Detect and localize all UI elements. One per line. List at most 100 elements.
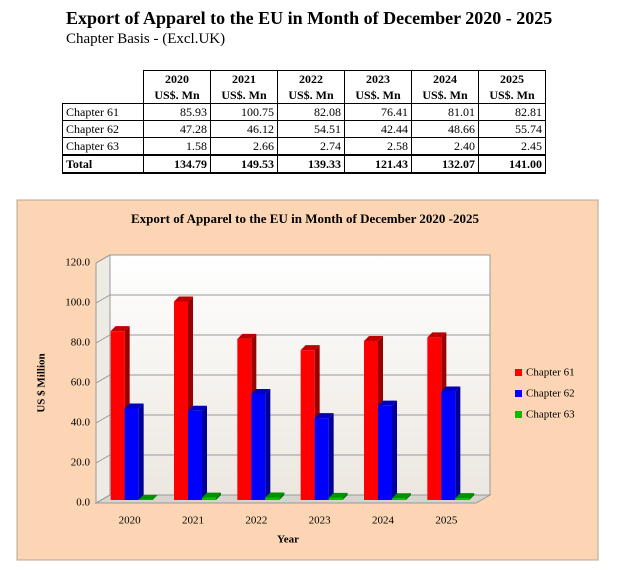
bar-top (300, 345, 320, 351)
bar (314, 418, 329, 500)
column-unit: US$. Mn (478, 87, 546, 104)
bar-side (406, 493, 411, 500)
column-header: 2020 (143, 70, 211, 87)
x-tick-label: 2020 (119, 515, 142, 527)
legend-swatch (515, 390, 522, 397)
y-tick-label: 60.0 (71, 377, 91, 389)
bar (110, 331, 125, 500)
table-cell: 149.53 (210, 154, 278, 174)
bar (441, 391, 456, 500)
bar-top (441, 386, 461, 392)
row-label: Chapter 62 (62, 120, 144, 138)
column-unit: US$. Mn (210, 87, 278, 104)
bar-top (202, 492, 221, 498)
bar-top (392, 493, 411, 499)
bar-side (202, 405, 207, 500)
data-table: 2020 2021 2022 2023 2024 2025 US$. Mn US$. Mn US… (62, 70, 546, 174)
bar-side (455, 386, 461, 500)
bar-top (314, 413, 334, 419)
grid-line (95, 334, 490, 344)
page-subtitle: Chapter Basis - (Excl.UK) (66, 31, 226, 47)
bar (427, 337, 442, 500)
x-tick-label: 2024 (372, 515, 395, 527)
bar (188, 410, 202, 500)
bar-top (188, 405, 207, 411)
table-cell: 139.33 (277, 154, 345, 174)
y-tick-label: 120.0 (65, 257, 90, 269)
table-cell: 46.12 (210, 120, 278, 138)
column-header: 2025 (478, 70, 546, 87)
bar-side (342, 492, 348, 500)
bar (124, 408, 139, 500)
table-cell: 134.79 (143, 154, 211, 174)
bar-top (455, 493, 475, 499)
bar (392, 498, 406, 500)
table-cell: 54.51 (277, 120, 345, 138)
table-cell: 55.74 (478, 120, 546, 138)
bar-top (237, 333, 257, 339)
bar (455, 498, 470, 500)
page-title: Export of Apparel to the EU in Month of … (66, 8, 553, 28)
legend-label: Chapter 63 (526, 409, 575, 421)
bar-top (427, 332, 447, 338)
table-row: 2020 2021 2022 2023 2024 2025 (62, 70, 546, 104)
table-cell: 48.66 (411, 120, 479, 138)
x-tick-label: 2023 (309, 515, 332, 527)
table-cell: 132.07 (411, 154, 479, 174)
legend-swatch (515, 411, 522, 418)
bar (202, 497, 216, 500)
table-cell: 141.00 (478, 154, 546, 174)
bar-top (364, 335, 383, 341)
bar (378, 405, 392, 500)
bar-side (216, 492, 221, 500)
table-cell: 82.08 (277, 103, 345, 121)
chart-title: Export of Apparel to the EU in Month of … (131, 211, 479, 226)
corner-cell (62, 70, 144, 104)
x-tick-label: 2021 (182, 515, 204, 527)
bar (328, 497, 343, 500)
bar-top (110, 326, 130, 332)
column-unit: US$. Mn (277, 87, 345, 104)
y-tick-label: 80.0 (71, 337, 91, 349)
bar (364, 340, 378, 500)
y-tick-label: 0.0 (76, 497, 90, 509)
grid-line (95, 294, 490, 304)
bar-side (152, 494, 158, 500)
y-axis-label: US $ Million (36, 353, 48, 412)
table-row: Chapter 62 47.28 46.12 54.51 42.44 48.66 55.74 (62, 120, 546, 138)
table-cell: 121.43 (344, 154, 412, 174)
grid-line (95, 254, 490, 264)
table-cell: 47.28 (143, 120, 211, 138)
grid-line (95, 454, 490, 464)
grid-line (95, 414, 490, 424)
bar (174, 301, 188, 500)
bar-side (392, 400, 397, 500)
bar (300, 350, 315, 500)
x-tick-label: 2022 (245, 515, 267, 527)
bar-side (138, 403, 144, 500)
bar-top (265, 492, 285, 498)
bar-side (265, 388, 271, 500)
y-tick-label: 100.0 (65, 297, 90, 309)
row-label: Total (62, 154, 144, 174)
y-tick-label: 20.0 (71, 457, 91, 469)
legend-label: Chapter 62 (526, 388, 575, 400)
bar (251, 393, 266, 500)
grid-line (95, 374, 490, 384)
bar-top (138, 494, 158, 500)
table-row: Total 134.79 149.53 139.33 121.43 132.07 141.0… (62, 154, 546, 174)
bar (237, 338, 252, 500)
bar-side (328, 413, 334, 500)
column-header: 2022 (277, 70, 345, 87)
x-axis-label: Year (277, 534, 299, 546)
bar-side (279, 492, 285, 500)
bar-top (378, 400, 397, 406)
y-tick-label: 40.0 (71, 417, 91, 429)
column-header: 2021 (210, 70, 278, 87)
table-row: Chapter 61 85.93 100.75 82.08 76.41 81.01 82.8… (62, 103, 546, 121)
table-cell: 42.44 (344, 120, 412, 138)
bar-top (174, 296, 193, 302)
bar-top (124, 403, 144, 409)
